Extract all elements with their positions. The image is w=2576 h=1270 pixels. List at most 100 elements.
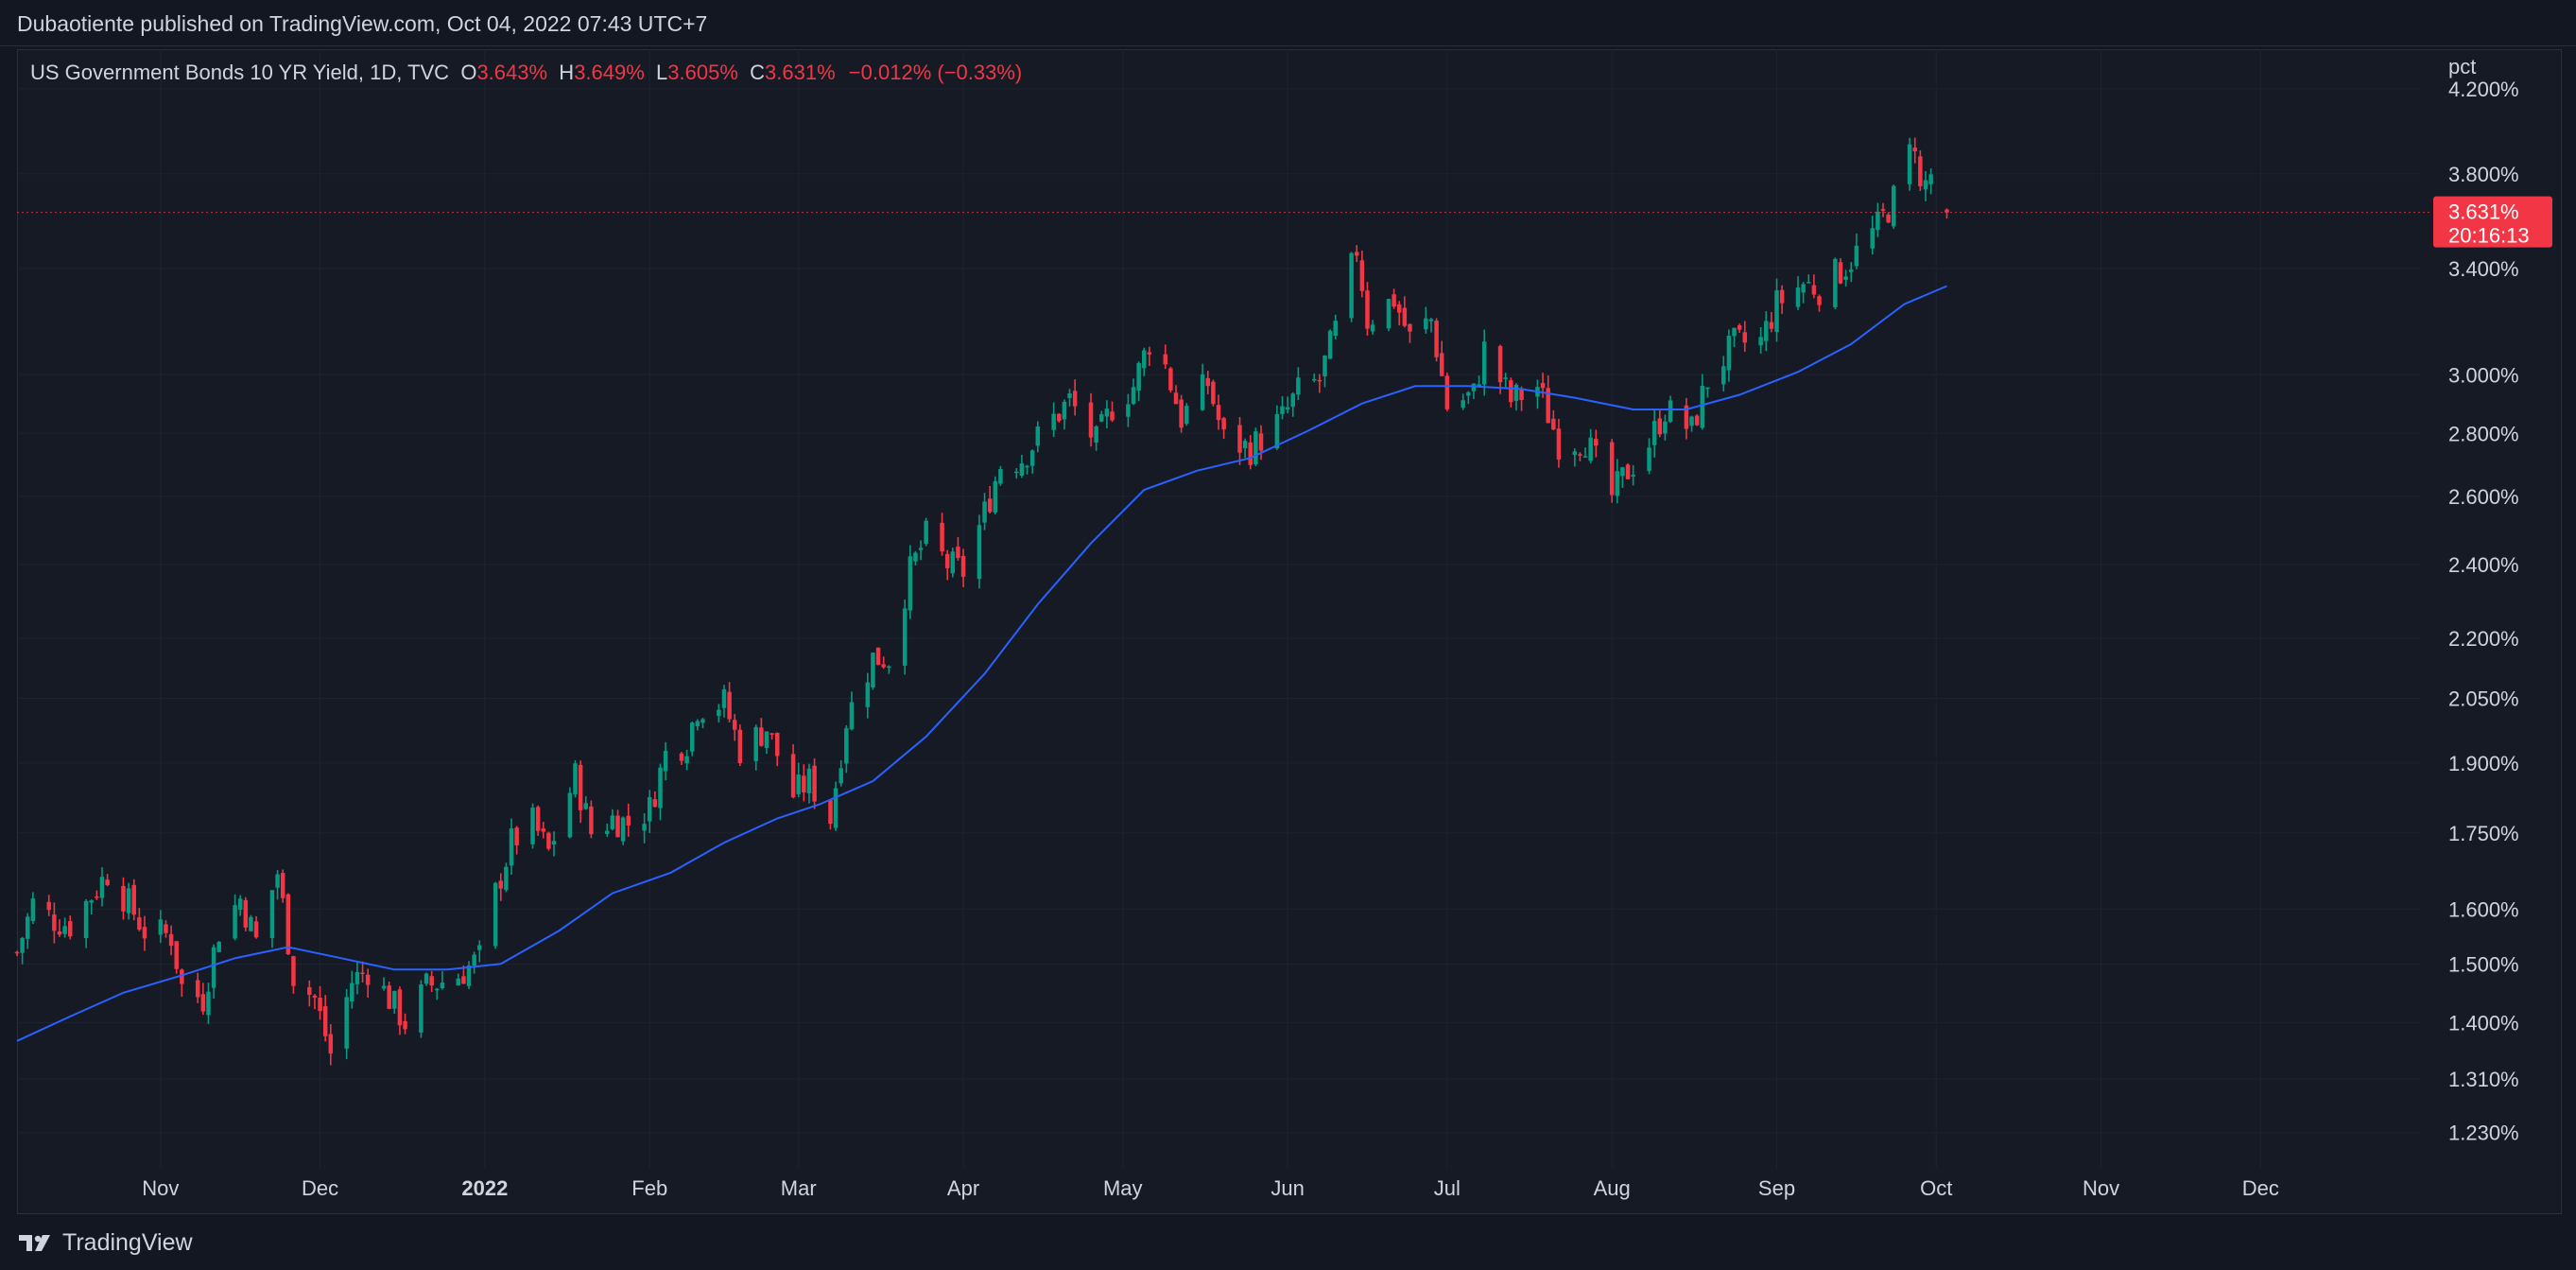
candle-body bbox=[1615, 471, 1620, 496]
candle-body bbox=[1221, 418, 1226, 430]
candle-body bbox=[1428, 319, 1434, 322]
candle-body bbox=[1386, 299, 1392, 329]
candle-body bbox=[924, 520, 928, 545]
candle-body bbox=[1726, 335, 1732, 371]
candle-body bbox=[732, 720, 737, 730]
candle-body bbox=[1136, 362, 1141, 391]
candle-body bbox=[1126, 404, 1131, 417]
candle-body bbox=[1769, 322, 1774, 329]
candle-body bbox=[1323, 355, 1327, 377]
symbol-legend[interactable]: US Government Bonds 10 YR Yield, 1D, TVC… bbox=[30, 61, 1022, 85]
chart-pane[interactable] bbox=[17, 49, 2562, 1214]
candle-body bbox=[164, 924, 168, 933]
candle-body bbox=[684, 756, 689, 764]
price-scale-unit[interactable]: pct bbox=[2448, 55, 2477, 78]
candle-body bbox=[206, 991, 211, 1016]
candle-body bbox=[174, 941, 179, 969]
candle-body bbox=[875, 647, 881, 666]
candle-body bbox=[466, 965, 472, 986]
candle-body bbox=[126, 888, 131, 913]
candle-body bbox=[1200, 374, 1205, 410]
candle-body bbox=[1918, 156, 1923, 186]
candle-body bbox=[1848, 269, 1854, 272]
candle-body bbox=[993, 480, 998, 513]
candle-body bbox=[1311, 378, 1317, 381]
candle-body bbox=[365, 974, 371, 985]
candle-body bbox=[1461, 400, 1465, 409]
candle-body bbox=[350, 983, 354, 1001]
candle-body bbox=[1359, 260, 1365, 291]
last-price-value: 3.631% bbox=[2448, 200, 2519, 224]
candle-body bbox=[30, 898, 36, 921]
last-price-badge[interactable]: 3.631%20:16:13 bbox=[2433, 196, 2552, 248]
candle-body bbox=[1876, 211, 1880, 231]
candle-body bbox=[774, 732, 780, 757]
candle-body bbox=[1700, 386, 1705, 428]
candle-body bbox=[982, 501, 987, 523]
x-tick-label: 2022 bbox=[461, 1176, 508, 1200]
y-tick-label: 3.400% bbox=[2448, 257, 2519, 281]
change-value: −0.012% (−0.33%) bbox=[848, 61, 1023, 84]
candle-body bbox=[1062, 401, 1067, 420]
candle-body bbox=[1928, 174, 1933, 184]
tradingview-brand[interactable]: TradingView bbox=[17, 1226, 193, 1260]
candle-body bbox=[987, 498, 993, 513]
candle-body bbox=[392, 990, 397, 1009]
candle-body bbox=[291, 956, 296, 986]
candle-body bbox=[1572, 451, 1578, 455]
candle-body bbox=[1477, 384, 1481, 387]
candle-body bbox=[20, 937, 25, 953]
candle-body bbox=[504, 866, 509, 891]
candle-body bbox=[1880, 209, 1886, 211]
candle-body bbox=[1216, 405, 1221, 421]
price-chart[interactable]: 1.230% 1.310% 1.400% 1.500% 1.600% 1.750% 1.90… bbox=[0, 0, 2576, 1220]
candle-body bbox=[1094, 426, 1098, 443]
candle-body bbox=[216, 942, 221, 952]
candle-body bbox=[253, 921, 259, 938]
candle-body bbox=[269, 890, 275, 939]
candle-body bbox=[1434, 321, 1439, 357]
moving-average-line bbox=[16, 285, 1947, 1042]
candle-body bbox=[456, 978, 461, 986]
candle-body bbox=[1737, 325, 1742, 330]
candle-body bbox=[1147, 352, 1152, 355]
candle-body bbox=[944, 553, 950, 568]
candle-body bbox=[871, 652, 875, 687]
candle-body bbox=[1211, 381, 1216, 405]
candle-body bbox=[1072, 391, 1078, 407]
candle-body bbox=[1854, 245, 1859, 267]
candle-body bbox=[99, 877, 105, 898]
candle-body bbox=[1258, 433, 1264, 451]
candle-body bbox=[806, 768, 812, 793]
candle-body bbox=[233, 905, 237, 939]
candle-body bbox=[1657, 418, 1663, 435]
candle-body bbox=[578, 764, 583, 810]
candle-body bbox=[46, 901, 51, 911]
candle-body bbox=[95, 896, 99, 898]
x-tick-label: Sep bbox=[1758, 1176, 1795, 1200]
candle-body bbox=[717, 709, 721, 717]
candle-body bbox=[960, 555, 966, 577]
candle-body bbox=[1540, 382, 1546, 389]
candle-body bbox=[1296, 377, 1301, 395]
candle-body bbox=[354, 971, 360, 984]
x-tick-label: Nov bbox=[142, 1176, 179, 1200]
candle-body bbox=[1471, 383, 1477, 391]
candle-body bbox=[1556, 428, 1562, 460]
candle-body bbox=[403, 1020, 407, 1030]
candle-body bbox=[1173, 392, 1179, 405]
candle-body bbox=[940, 522, 944, 552]
candle-body bbox=[1817, 296, 1822, 305]
candle-body bbox=[1774, 290, 1779, 332]
candle-body bbox=[642, 824, 647, 831]
candle-body bbox=[887, 666, 891, 669]
candle-body bbox=[1795, 287, 1801, 307]
candle-body bbox=[902, 608, 908, 666]
high-value: 3.649% bbox=[574, 61, 645, 84]
candle-body bbox=[1396, 304, 1402, 313]
y-tick-label: 3.800% bbox=[2448, 163, 2519, 186]
x-tick-label: Aug bbox=[1594, 1176, 1631, 1200]
candle-body bbox=[1588, 437, 1593, 461]
candle-body bbox=[1578, 454, 1582, 456]
candle-body bbox=[1424, 318, 1428, 330]
